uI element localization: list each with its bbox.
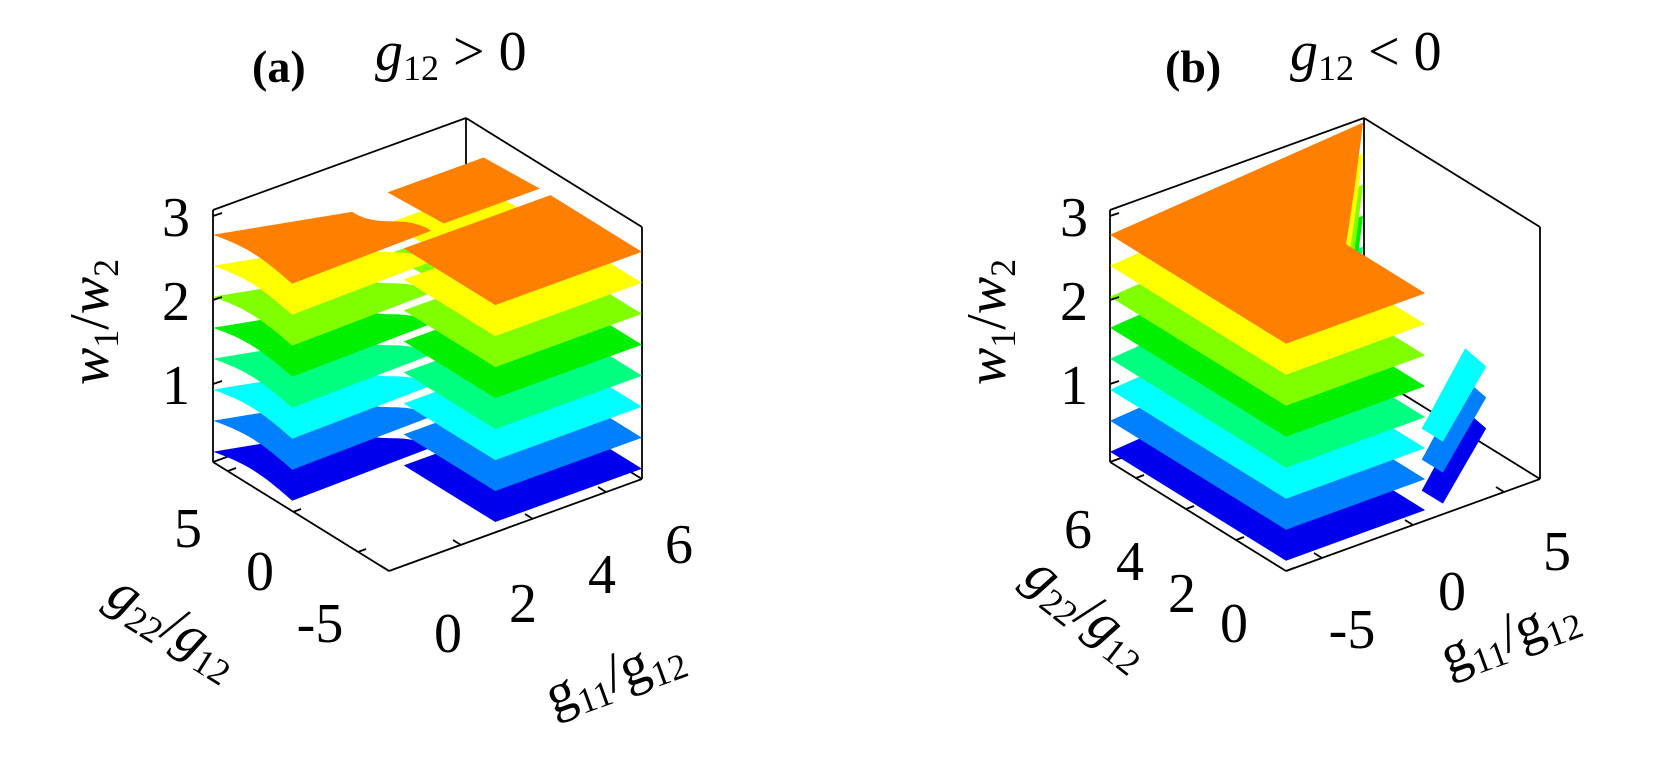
axis-box-front [212,461,643,572]
z-axis-label: w1/w2 [59,259,126,385]
panel-label: (b) [1165,41,1221,92]
x-tick-mark [452,539,462,546]
x-tick-mark [1404,519,1414,526]
y-axis-line [212,461,390,572]
x-tick-label: 0 [434,603,462,665]
surface-layers [1110,122,1487,561]
y-tick-mark [1235,536,1245,541]
x-tick-label: 4 [588,544,616,606]
x-ticks [380,486,607,572]
x-axis-line [388,478,643,572]
surface-layer [1421,410,1487,504]
surface-layer [1421,379,1487,473]
x-tick-label: 2 [509,573,537,635]
x-tick-label: 5 [1543,521,1571,583]
z-tick-mark [1109,380,1120,385]
x-tick-label: 0 [1438,561,1466,623]
chart-title: g12 > 0 [375,21,527,88]
y-tick-label: 4 [1116,531,1144,593]
z-tick-label: 3 [162,187,190,249]
x-tick-mark [1313,552,1323,559]
x-tick-mark [597,486,607,493]
z-tick-mark [212,296,223,301]
y-tick-label: -5 [297,593,344,655]
surface-layer [403,195,642,306]
y-tick-mark [1285,567,1295,572]
y-tick-mark [227,467,237,472]
y-axis-label: g22/g12 [95,560,252,693]
chart-title: g12 < 0 [1290,21,1442,88]
z-axis-label: w1/w2 [956,259,1023,385]
z-tick-label: 2 [162,271,190,333]
z-tick-label: 1 [1060,355,1088,417]
y-tick-mark [357,548,367,553]
y-tick-label: 6 [1064,499,1092,561]
z-tick-mark [1109,296,1120,301]
surface-layer [1421,348,1487,442]
z-tick-mark [212,212,223,217]
surface-layer [387,157,540,224]
x-tick-mark [1495,486,1505,493]
y-axis-line [1109,461,1287,572]
surface-layer [387,188,540,255]
y-tick-label: 2 [1168,563,1196,625]
surface-layer [1110,122,1426,344]
x-tick-label: 6 [665,514,693,576]
y-tick-mark [1135,474,1145,479]
y-tick-label: 0 [1220,593,1248,655]
x-axis-label: g11/g12 [536,620,693,732]
panel-a: 1 2 3 0 2 4 6 5 0 -5 w1/w2 [59,21,693,732]
panel-b: 1 2 3 -5 0 5 6 4 2 0 w1/w2 g11/g12 [956,21,1588,687]
y-ticks [1135,474,1295,572]
surface-layers [213,157,642,522]
box-edge [212,117,467,211]
y-tick-mark [1185,505,1195,510]
x-tick-label: -5 [1329,599,1376,661]
surface-layer [213,211,432,284]
y-tick-mark [292,508,302,513]
z-tick-label: 3 [1060,187,1088,249]
panel-label: (a) [252,41,306,92]
z-tick-mark [212,380,223,385]
x-tick-mark [524,513,534,520]
y-ticks [227,467,367,553]
z-ticks [212,212,223,385]
y-tick-label: 5 [174,498,202,560]
z-tick-label: 2 [1060,271,1088,333]
box-edge [1363,117,1541,228]
x-ticks [1313,486,1505,559]
z-ticks [1109,212,1120,385]
z-tick-label: 1 [162,355,190,417]
box-edge [465,117,643,228]
x-tick-mark [380,565,390,572]
z-tick-mark [1109,212,1120,217]
y-tick-label: 0 [246,541,274,603]
box-edge [1109,117,1365,211]
